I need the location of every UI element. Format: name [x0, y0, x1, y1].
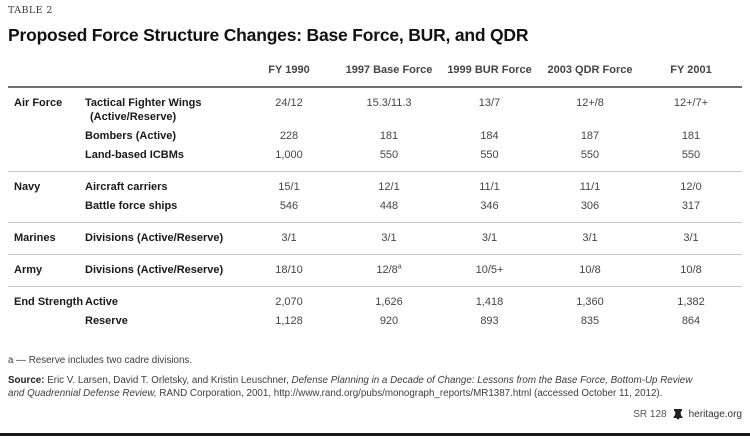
cell-value: 1,418	[475, 296, 504, 308]
row-label: Tactical Fighter Wings	[85, 97, 202, 109]
section-marines: Marines Divisions (Active/Reserve) 3/1 3…	[8, 222, 742, 254]
group-label: Marines	[14, 232, 56, 244]
cell-value: 864	[681, 315, 701, 327]
cell-value: 346	[480, 200, 499, 212]
cell-value: 1,360	[576, 296, 604, 308]
source-publication: RAND Corporation, 2001, http://www.rand.…	[156, 388, 663, 399]
source-label: Source:	[8, 375, 45, 386]
table-row: Reserve 1,128 920 893 835 864	[8, 314, 742, 328]
cell-value: 448	[379, 200, 399, 212]
page-footer: SR 128 heritage.org	[633, 408, 742, 420]
site-name: heritage.org	[688, 408, 742, 420]
cell-value: 13/7	[478, 97, 501, 109]
table-row: Bombers (Active) 228 181 184 187 181	[8, 129, 742, 143]
section-air-force: Air Force Tactical Fighter Wings (Active…	[8, 88, 742, 171]
cell-value: 15/1	[278, 181, 300, 193]
cell-value: 181	[681, 130, 701, 142]
cell-value: 1,382	[677, 296, 705, 308]
table-row: Marines Divisions (Active/Reserve) 3/1 3…	[8, 231, 742, 245]
group-label: End Strength	[14, 296, 84, 308]
cell-value: 181	[379, 130, 399, 142]
cell-value: 18/10	[275, 264, 303, 276]
table-row: Air Force Tactical Fighter Wings (Active…	[8, 96, 742, 124]
cell-value: 24/12	[275, 97, 303, 109]
table-title: Proposed Force Structure Changes: Base F…	[8, 25, 529, 45]
row-label: Divisions (Active/Reserve)	[85, 264, 224, 276]
column-header-2003-qdr: 2003 QDR Force	[547, 64, 633, 76]
cell-value: 12+/8	[576, 97, 604, 109]
page-bottom-rule	[0, 433, 750, 436]
cell-value: 1,128	[275, 315, 303, 327]
cell-value: 920	[379, 315, 399, 327]
document-id: SR 128	[633, 408, 667, 420]
row-label: Reserve	[85, 315, 128, 327]
row-label: Active	[85, 296, 119, 308]
footnote-marker: a	[397, 263, 402, 271]
column-header-fy2001: FY 2001	[670, 64, 712, 76]
group-label: Air Force	[14, 97, 63, 109]
cell-value: 550	[681, 149, 701, 161]
cell-value: 15.3/11.3	[366, 97, 412, 109]
table-row: Land-based ICBMs 1,000 550 550 550 550	[8, 148, 742, 162]
source-title: Defense Planning in a Decade of Change: …	[8, 375, 693, 399]
table-row: End Strength Active 2,070 1,626 1,418 1,…	[8, 295, 742, 309]
section-end-strength: End Strength Active 2,070 1,626 1,418 1,…	[8, 286, 742, 337]
cell-value: 1,626	[375, 296, 403, 308]
cell-value: 10/8	[680, 264, 702, 276]
cell-value: 3/1	[281, 232, 297, 244]
cell-value: 228	[279, 130, 299, 142]
cell-value: 2,070	[275, 296, 303, 308]
cell-value: 11/1	[579, 181, 601, 193]
cell-value: 550	[379, 149, 399, 161]
cell-value: 12/0	[680, 181, 702, 193]
row-label: Divisions (Active/Reserve)	[85, 232, 224, 244]
section-army: Army Divisions (Active/Reserve) 18/10 12…	[8, 254, 742, 286]
table-header-row: FY 1990 1997 Base Force 1999 BUR Force 2…	[8, 63, 742, 77]
cell-value: 317	[681, 200, 701, 212]
cell-value: 546	[279, 200, 299, 212]
table-label: TABLE 2	[8, 5, 53, 16]
row-label: Battle force ships	[85, 200, 178, 212]
cell-value: 3/1	[683, 232, 699, 244]
cell-value: 187	[580, 130, 600, 142]
group-label: Navy	[14, 181, 41, 193]
footnote-a: a — Reserve includes two cadre divisions…	[8, 355, 193, 366]
row-label-line2: (Active/Reserve)	[90, 111, 177, 123]
table-notes: a — Reserve includes two cadre divisions…	[8, 354, 742, 400]
cell-value: 10/8	[579, 264, 601, 276]
cell-value: 550	[480, 149, 499, 161]
table-row: Battle force ships 546 448 346 306 317	[8, 199, 742, 213]
column-header-fy1990: FY 1990	[268, 64, 310, 76]
section-navy: Navy Aircraft carriers 15/1 12/1 11/1 11…	[8, 171, 742, 222]
cell-value: 306	[580, 200, 600, 212]
column-header-1999-bur: 1999 BUR Force	[447, 64, 532, 76]
table-row: Navy Aircraft carriers 15/1 12/1 11/1 11…	[8, 180, 742, 194]
cell-value: 11/1	[479, 181, 500, 193]
cell-value: 3/1	[582, 232, 598, 244]
cell-value: 12/8a	[376, 263, 402, 276]
cell-value: 12/1	[378, 181, 400, 193]
row-label: Aircraft carriers	[85, 181, 168, 193]
cell-value: 12+/7+	[673, 97, 709, 109]
cell-value: 3/1	[381, 232, 397, 244]
heritage-bell-icon	[672, 408, 684, 420]
table-body: Air Force Tactical Fighter Wings (Active…	[8, 86, 742, 337]
row-label: Bombers (Active)	[85, 130, 177, 142]
cell-value: 184	[480, 130, 499, 142]
source-authors: Eric V. Larsen, David T. Orletsky, and K…	[44, 375, 292, 386]
group-label: Army	[14, 264, 43, 276]
cell-value: 835	[580, 315, 600, 327]
table-row: Army Divisions (Active/Reserve) 18/10 12…	[8, 263, 742, 277]
cell-value: 3/1	[481, 232, 498, 244]
column-header-1997-base: 1997 Base Force	[345, 64, 433, 76]
cell-value: 1,000	[275, 149, 303, 161]
cell-value: 893	[480, 315, 499, 327]
source-note: Source: Eric V. Larsen, David T. Orletsk…	[8, 374, 708, 400]
cell-value: 10/5+	[475, 264, 504, 276]
row-label: Land-based ICBMs	[85, 149, 185, 161]
cell-value: 550	[580, 149, 600, 161]
